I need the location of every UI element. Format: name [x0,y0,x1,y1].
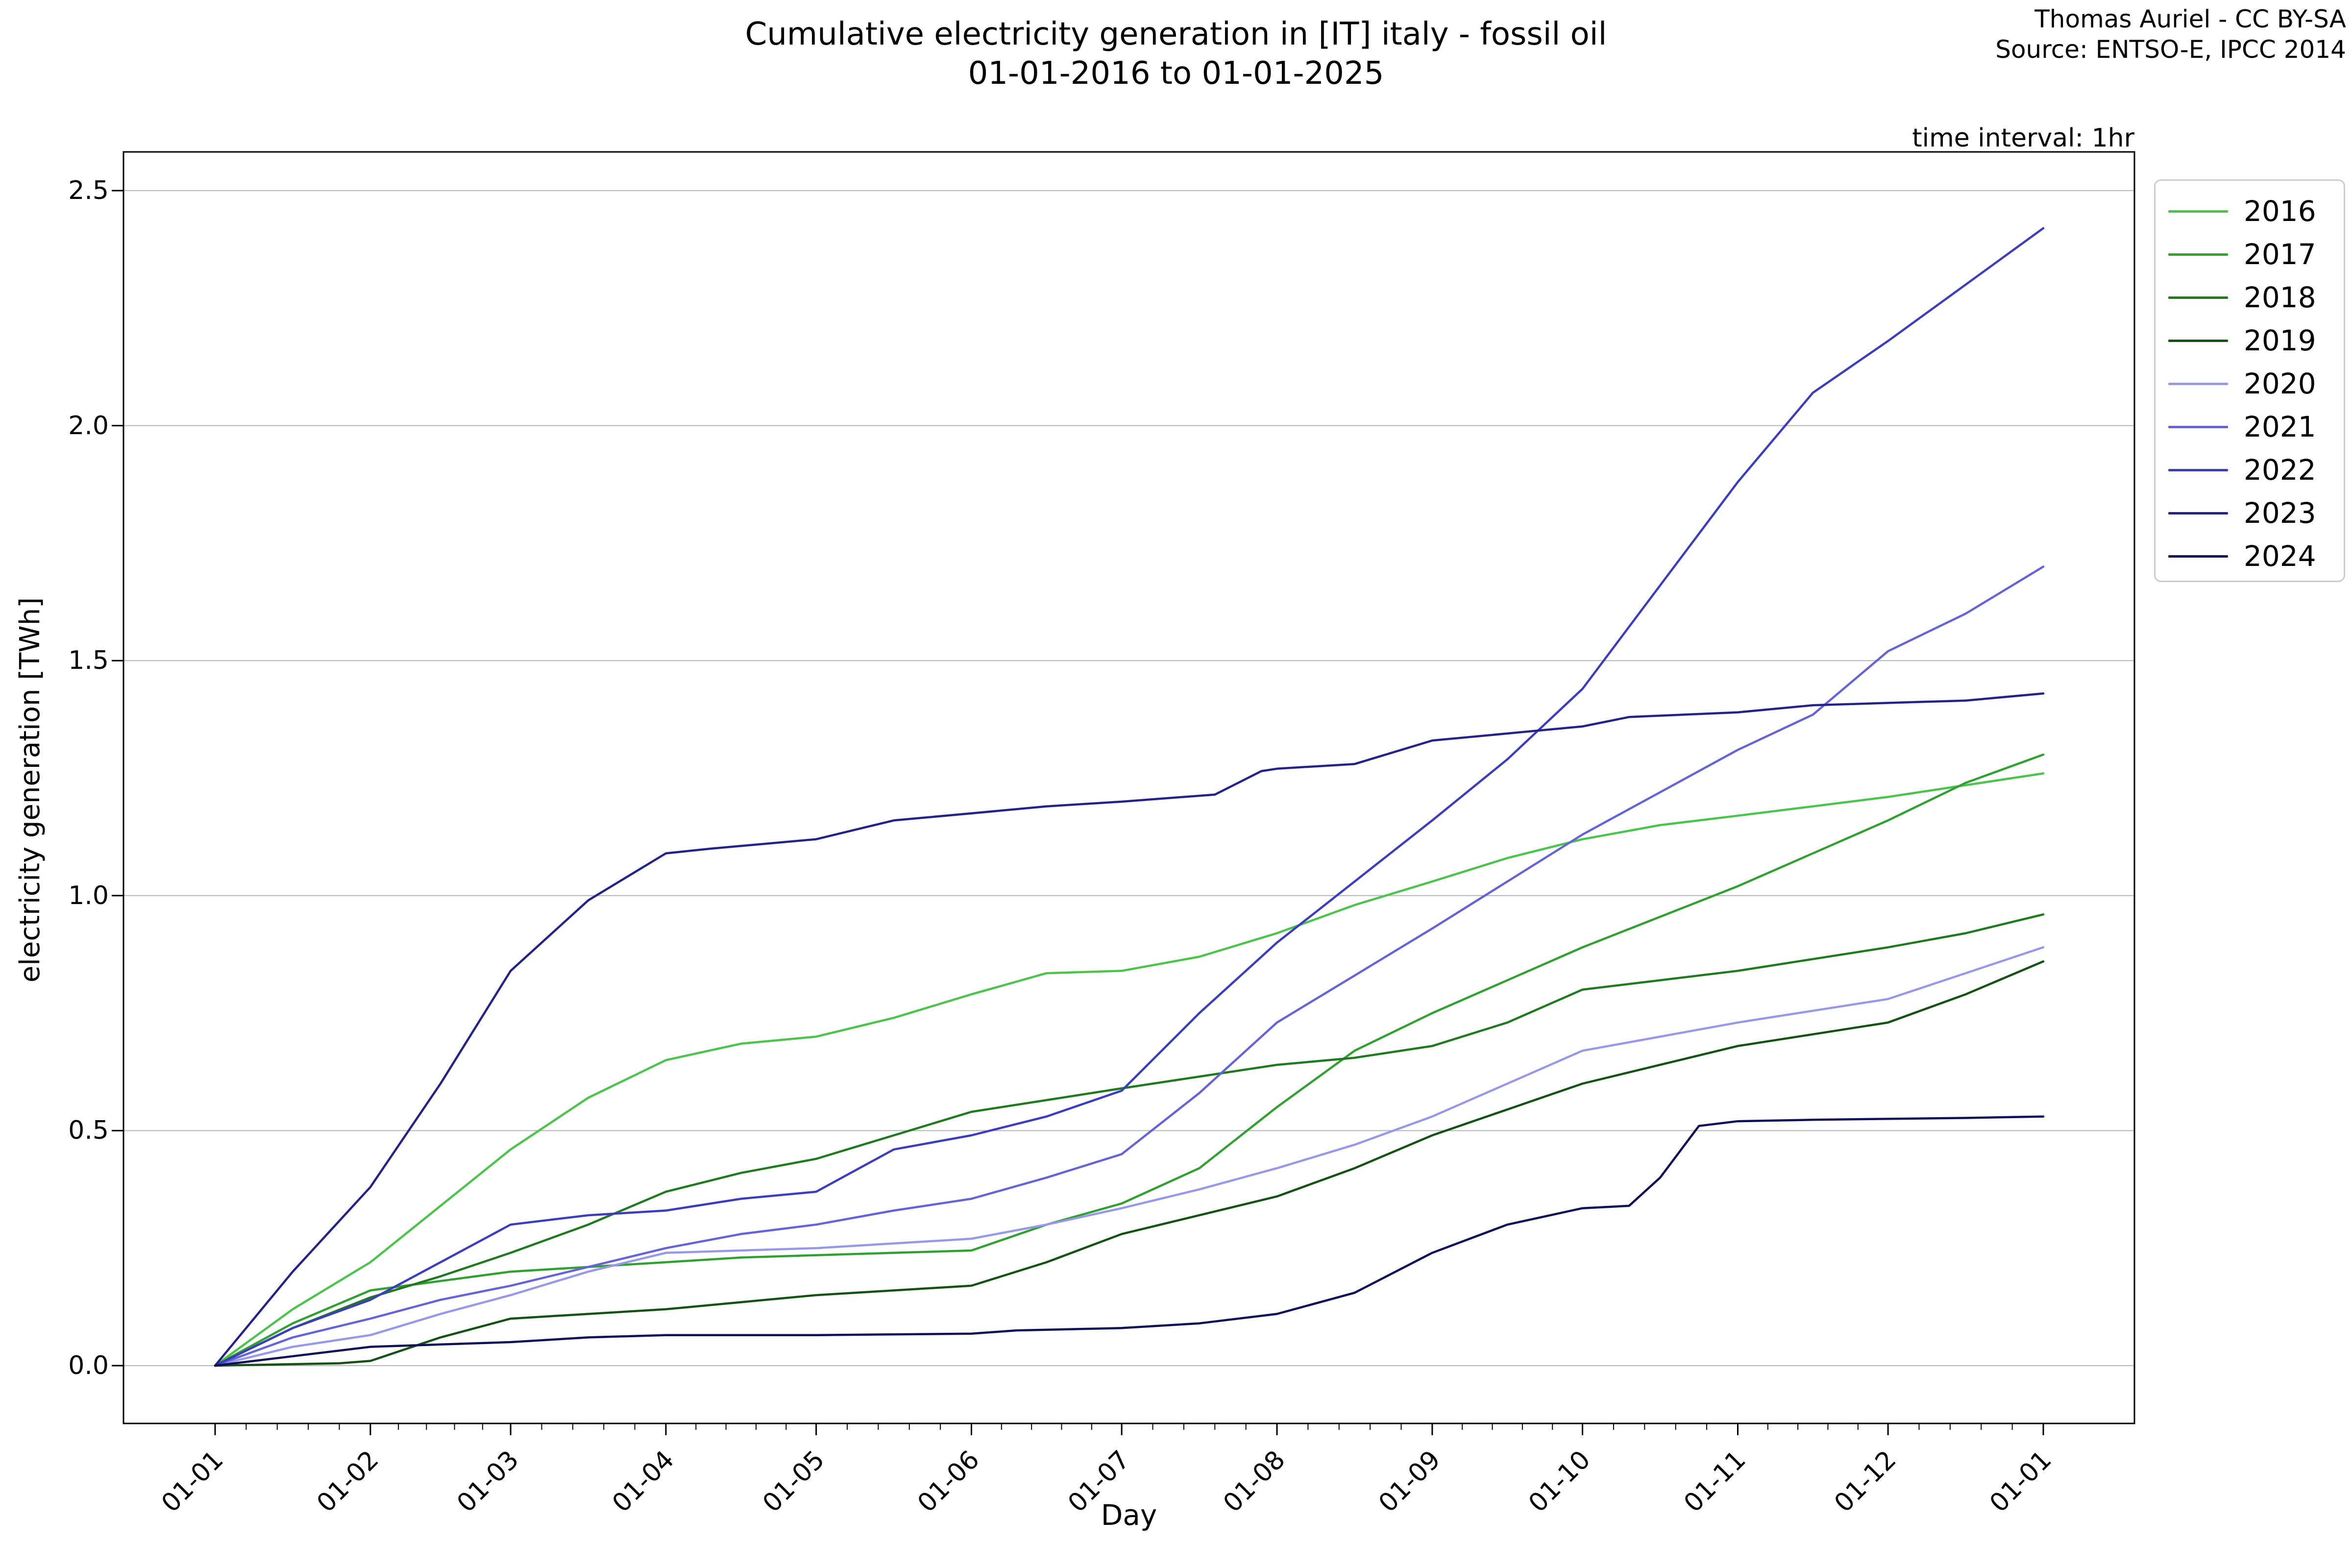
legend-label-2016: 2016 [2244,195,2316,228]
series-line-2018 [214,913,2045,1367]
y-tick-label-2.0: 2.0 [68,411,109,441]
legend-label-2023: 2023 [2244,496,2316,530]
y-tick-label-2.5: 2.5 [68,176,109,205]
x-axis-label: Day [1101,1498,1157,1532]
chart-title-block: Cumulative electricity generation in [IT… [0,15,2352,93]
legend-swatch-2023 [2168,512,2228,514]
chart-title-line2: 01-01-2016 to 01-01-2025 [968,55,1384,92]
y-tick-label-1.5: 1.5 [68,646,109,676]
y-tick-label-0.5: 0.5 [68,1116,109,1146]
attribution-author: Thomas Auriel - CC BY-SA [2034,5,2346,33]
legend-swatch-2022 [2168,468,2228,471]
legend-item-2021: 2021 [2168,405,2344,448]
legend-label-2022: 2022 [2244,453,2316,487]
series-line-2019 [214,960,2045,1367]
series-line-2017 [214,753,2045,1367]
legend-label-2024: 2024 [2244,539,2316,573]
series-line-2023 [214,692,2045,1367]
attribution-source: Source: ENTSO-E, IPCC 2014 [1995,35,2346,64]
series-line-2021 [214,565,2045,1367]
legend: 2016 2017 2018 2019 2020 2021 2022 2023 2024 [2154,179,2345,582]
legend-swatch-2016 [2168,210,2228,213]
legend-swatch-2019 [2168,339,2228,342]
y-tick-label-0.0: 0.0 [68,1351,109,1380]
legend-label-2019: 2019 [2244,324,2316,357]
chart-title-line1: Cumulative electricity generation in [IT… [745,16,1607,52]
legend-swatch-2024 [2168,555,2228,558]
legend-swatch-2021 [2168,425,2228,428]
series-line-2024 [214,1115,2045,1367]
attribution-block: Thomas Auriel - CC BY-SA Source: ENTSO-E… [1995,4,2346,65]
legend-item-2017: 2017 [2168,233,2344,276]
legend-item-2022: 2022 [2168,448,2344,491]
series-line-2022 [214,227,2045,1367]
legend-label-2021: 2021 [2244,410,2316,443]
legend-swatch-2017 [2168,253,2228,256]
legend-item-2020: 2020 [2168,362,2344,405]
legend-item-2019: 2019 [2168,319,2344,362]
series-line-2016 [214,772,2045,1367]
axes-spines [122,151,2135,1424]
series-line-2020 [214,946,2045,1367]
legend-label-2017: 2017 [2244,238,2316,271]
y-tick-label-1.0: 1.0 [68,881,109,910]
legend-label-2018: 2018 [2244,281,2316,314]
legend-item-2023: 2023 [2168,491,2344,535]
legend-item-2018: 2018 [2168,276,2344,319]
legend-item-2016: 2016 [2168,190,2344,233]
legend-swatch-2020 [2168,382,2228,385]
legend-item-2024: 2024 [2168,535,2344,578]
legend-swatch-2018 [2168,296,2228,299]
legend-label-2020: 2020 [2244,367,2316,400]
time-interval-label: time interval: 1hr [1912,123,2134,153]
y-axis-label: electricity generation [TWh] [14,597,46,983]
